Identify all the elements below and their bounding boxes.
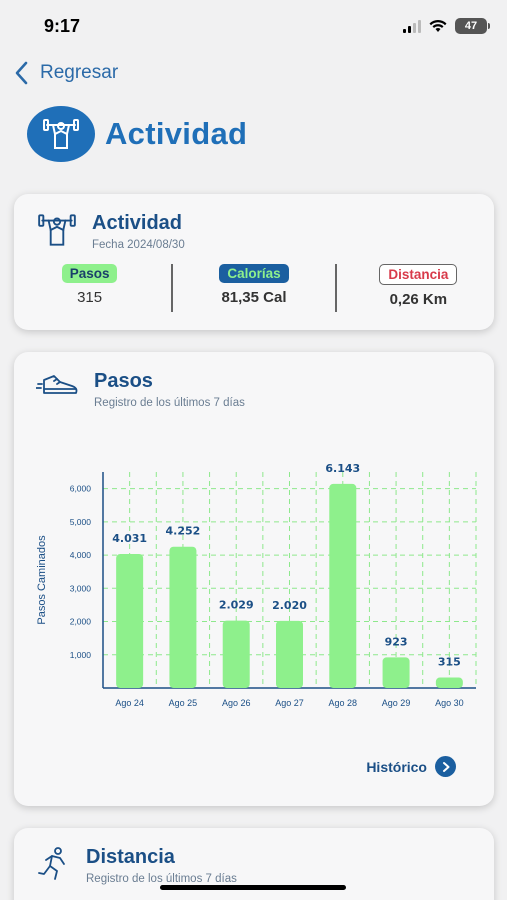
- battery-icon: 47: [455, 18, 490, 34]
- status-icons: 47: [403, 18, 490, 34]
- chart-data-label: 315: [438, 656, 461, 669]
- metric-calories-value: 81,35 Cal: [221, 289, 287, 306]
- page-title: Actividad: [105, 116, 248, 151]
- chart-y-tick-label: 3,000: [70, 583, 92, 593]
- chart-y-tick-label: 6,000: [70, 484, 92, 494]
- battery-level: 47: [464, 20, 478, 32]
- chart-x-tick-label: Ago 28: [329, 698, 358, 708]
- steps-card-header: Pasos Registro de los últimos 7 días: [36, 370, 245, 409]
- activity-summary-card: Actividad Fecha 2024/08/30 Pasos 315 Cal…: [14, 194, 494, 330]
- chart-bar: [435, 677, 463, 688]
- metric-steps: Pasos 315: [20, 264, 160, 306]
- chevron-left-icon: [15, 61, 28, 85]
- chart-y-tick-label: 2,000: [70, 617, 92, 627]
- historico-button[interactable]: Histórico: [366, 756, 456, 777]
- wifi-icon: [429, 19, 447, 32]
- metric-steps-value: 315: [77, 289, 103, 306]
- metric-distance: Distancia 0,26 Km: [348, 264, 488, 308]
- steps-bar-chart: 1,000 2,000 3,000 4,000 5,000 6,000 4.031 Ago 2…: [36, 462, 477, 708]
- historico-label: Histórico: [366, 758, 427, 775]
- activity-card-date: Fecha 2024/08/30: [92, 239, 185, 251]
- metric-divider: [170, 264, 173, 312]
- chart-y-axis-label: Pasos Caminados: [36, 535, 48, 625]
- activity-card-title: Actividad: [92, 212, 183, 234]
- chart-data-label: 4.252: [166, 525, 201, 538]
- distance-card-subtitle: Registro de los últimos 7 días: [86, 873, 237, 885]
- sneaker-icon: [36, 375, 78, 394]
- steps-card-title: Pasos: [94, 370, 153, 392]
- metric-calories: Calorías 81,35 Cal: [184, 264, 324, 306]
- chart-bar: [169, 546, 197, 688]
- status-time: 9:17: [44, 16, 81, 36]
- chart-data-label: 2.029: [219, 599, 254, 612]
- chart-x-tick-label: Ago 25: [169, 698, 198, 708]
- metric-distance-value: 0,26 Km: [389, 291, 448, 308]
- chart-x-tick-label: Ago 26: [222, 698, 251, 708]
- chart-bar: [222, 620, 250, 688]
- chart-data-label: 6.143: [325, 462, 360, 475]
- distance-card-title: Distancia: [86, 846, 175, 868]
- chart-y-tick-label: 5,000: [70, 517, 92, 527]
- back-button[interactable]: Regresar: [12, 60, 118, 86]
- metric-calories-label: Calorías: [219, 264, 289, 283]
- chart-data-label: 2.020: [272, 599, 307, 612]
- distance-card-header: Distancia Registro de los últimos 7 días: [36, 846, 237, 885]
- back-label: Regresar: [40, 62, 119, 83]
- metric-distance-label: Distancia: [379, 264, 458, 285]
- chart-bar: [382, 657, 410, 688]
- chart-data-label: 923: [385, 635, 408, 648]
- home-indicator: [160, 885, 346, 890]
- steps-card: Pasos Registro de los últimos 7 días 1,0…: [14, 352, 494, 806]
- activity-card-header: Actividad Fecha 2024/08/30: [36, 212, 185, 251]
- metric-steps-label: Pasos: [61, 264, 118, 283]
- chart-x-tick-label: Ago 30: [435, 698, 464, 708]
- chart-bar: [116, 554, 144, 688]
- page-header: Actividad: [27, 106, 247, 162]
- steps-card-subtitle: Registro de los últimos 7 días: [94, 397, 245, 409]
- status-bar: 9:17 47: [0, 0, 507, 50]
- chart-x-tick-label: Ago 27: [275, 698, 304, 708]
- activity-metrics: Pasos 315 Calorías 81,35 Cal Distancia 0…: [14, 264, 494, 312]
- chart-bar: [276, 620, 303, 688]
- chevron-right-icon: [435, 756, 456, 777]
- dumbbell-person-icon: [27, 106, 95, 162]
- metric-divider: [335, 264, 338, 312]
- chart-y-tick-label: 4,000: [70, 550, 92, 560]
- chart-x-tick-label: Ago 29: [382, 698, 411, 708]
- cellular-signal-icon: [403, 19, 421, 33]
- dumbbell-person-icon: [38, 214, 76, 246]
- running-person-icon: [38, 847, 65, 880]
- chart-x-tick-label: Ago 24: [115, 698, 144, 708]
- chart-bar: [329, 483, 357, 688]
- chart-y-tick-label: 1,000: [70, 650, 92, 660]
- chart-data-label: 4.031: [112, 532, 147, 545]
